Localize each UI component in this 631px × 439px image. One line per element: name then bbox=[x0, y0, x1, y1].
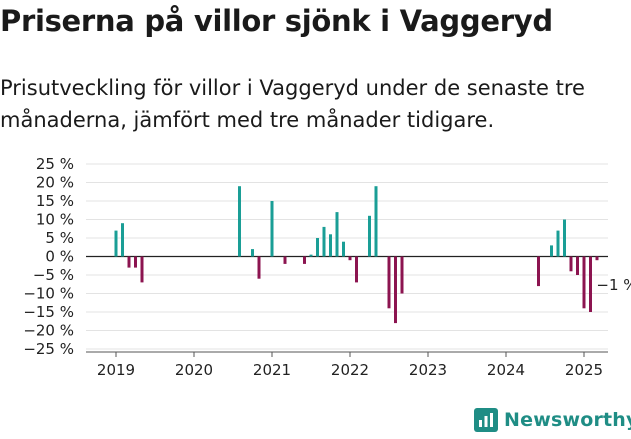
bar bbox=[355, 256, 358, 283]
x-tick-label: 2020 bbox=[175, 361, 213, 379]
bar bbox=[550, 245, 553, 257]
bar-chart-logo-icon bbox=[474, 408, 498, 432]
brand-name: Newsworthy bbox=[504, 409, 631, 431]
y-tick-label: 20 % bbox=[36, 174, 74, 192]
bar bbox=[595, 256, 599, 261]
bar bbox=[368, 215, 371, 257]
y-tick-label: −15 % bbox=[23, 303, 74, 321]
bar bbox=[569, 256, 573, 272]
chart-title: Priserna på villor sjönk i Vaggeryd bbox=[0, 4, 553, 38]
y-tick-label: 0 % bbox=[45, 248, 74, 266]
grid-lines bbox=[86, 163, 608, 350]
bar bbox=[303, 256, 306, 264]
bar bbox=[374, 186, 378, 257]
bar bbox=[335, 212, 339, 257]
bar bbox=[556, 230, 560, 257]
x-tick-label: 2024 bbox=[487, 361, 525, 379]
y-tick-label: −20 % bbox=[23, 322, 74, 340]
bar bbox=[400, 256, 404, 294]
bar bbox=[316, 238, 319, 257]
bar bbox=[270, 201, 274, 257]
y-tick-label: 10 % bbox=[36, 211, 74, 229]
bar bbox=[589, 256, 592, 312]
bar bbox=[387, 256, 391, 309]
x-tick-label: 2023 bbox=[409, 361, 447, 379]
bar bbox=[257, 256, 261, 279]
bar bbox=[329, 234, 332, 257]
bar bbox=[563, 219, 566, 257]
x-tick-label: 2021 bbox=[253, 361, 291, 379]
bar bbox=[134, 256, 137, 268]
bar bbox=[251, 249, 254, 257]
x-axis: 2019 2020 2021 2022 2023 2024 2025 bbox=[86, 351, 608, 379]
y-tick-label: −25 % bbox=[23, 340, 74, 358]
bar bbox=[114, 230, 118, 257]
bar bbox=[127, 256, 131, 268]
bar bbox=[309, 254, 313, 257]
bar bbox=[140, 256, 144, 283]
bar bbox=[121, 223, 124, 257]
bars bbox=[114, 186, 599, 324]
chart-subtitle: Prisutveckling för villor i Vaggeryd und… bbox=[0, 76, 585, 132]
y-tick-label: −5 % bbox=[33, 266, 74, 284]
y-axis-labels: −25 %−20 %−15 %−10 %−5 %0 %5 %10 %15 %20… bbox=[23, 155, 74, 358]
y-tick-label: −10 % bbox=[23, 285, 74, 303]
y-tick-label: 5 % bbox=[45, 229, 74, 247]
bar bbox=[582, 256, 586, 309]
bar-chart: −25 %−20 %−15 %−10 %−5 %0 %5 %10 %15 %20… bbox=[23, 155, 631, 379]
bar bbox=[283, 256, 287, 264]
bar bbox=[322, 226, 326, 257]
bar bbox=[537, 256, 540, 287]
bar bbox=[348, 256, 352, 261]
bar bbox=[576, 256, 579, 275]
y-tick-label: 15 % bbox=[36, 192, 74, 210]
x-tick-label: 2025 bbox=[565, 361, 603, 379]
x-tick-label: 2022 bbox=[331, 361, 369, 379]
last-value-label: −1 % bbox=[596, 276, 631, 294]
y-tick-label: 25 % bbox=[36, 155, 74, 173]
x-tick-label: 2019 bbox=[97, 361, 135, 379]
bar bbox=[394, 256, 397, 324]
bar bbox=[238, 186, 241, 257]
bar bbox=[342, 241, 345, 257]
brand-logo: Newsworthy bbox=[474, 405, 631, 435]
annotations: −1 % bbox=[596, 276, 631, 294]
